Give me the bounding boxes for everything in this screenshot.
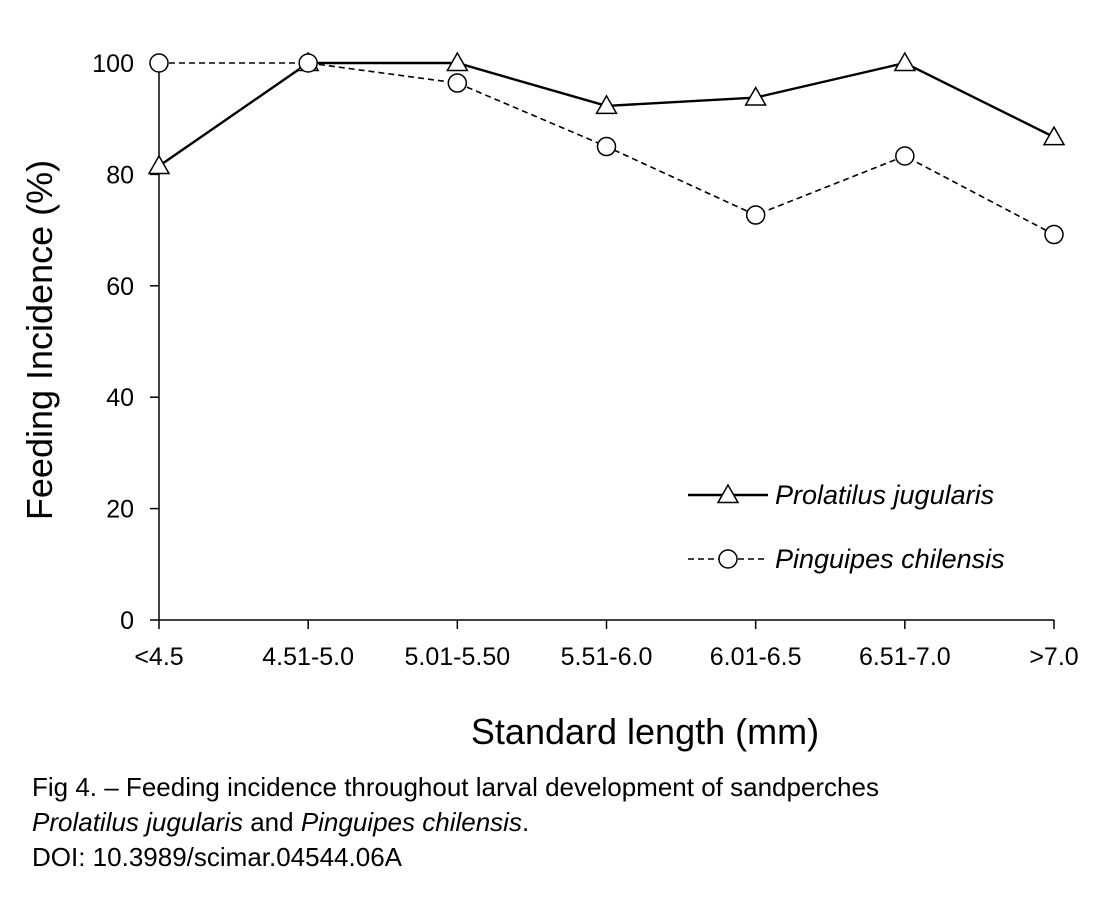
data-point-circle	[447, 73, 468, 93]
feeding-incidence-chart: 0 20 40 60 80 100 <4.5 4.51-5.0 5.01-5.50 5.51-6…	[19, 50, 1079, 752]
caption-period: .	[521, 807, 530, 837]
caption-species-2: Pinguipes chilensis	[300, 807, 522, 837]
data-point-circle	[1044, 224, 1064, 245]
legend-marker-circle	[718, 549, 738, 569]
x-tick-label: 6.01-6.5	[710, 643, 802, 671]
series-group	[147, 51, 1066, 245]
series-circle	[149, 53, 1064, 245]
legend-label: Pinguipes chilensis	[775, 544, 1005, 574]
data-point-circle	[745, 205, 766, 225]
legend: Prolatilus jugularis Pinguipes chilensis	[688, 480, 1005, 574]
x-tick-label: 5.51-6.0	[561, 643, 653, 671]
data-point-circle	[596, 136, 617, 157]
y-tick-label: 40	[106, 384, 134, 412]
y-tick-label: 0	[120, 607, 134, 635]
y-axis-title: Feeding Incidence (%)	[19, 160, 60, 520]
caption-species-1: Prolatilus jugularis	[32, 807, 243, 837]
caption-line-1: Fig 4. – Feeding incidence throughout la…	[32, 772, 879, 802]
x-tick-label: 4.51-5.0	[262, 643, 354, 671]
legend-label: Prolatilus jugularis	[775, 480, 994, 510]
x-axis-ticks: <4.5 4.51-5.0 5.01-5.50 5.51-6.0 6.01-6.5 6.5…	[134, 620, 1079, 671]
data-point-circle	[298, 53, 318, 73]
data-point-triangle	[446, 51, 469, 72]
caption-doi: DOI: 10.3989/scimar.04544.06A	[32, 842, 403, 872]
data-point-triangle	[1042, 125, 1066, 146]
figure-caption: Fig 4. – Feeding incidence throughout la…	[32, 770, 1082, 875]
y-axis-ticks: 0 20 40 60 80 100	[92, 50, 159, 635]
caption-and: and	[242, 807, 301, 837]
x-tick-label: <4.5	[134, 643, 183, 671]
y-tick-label: 80	[106, 161, 134, 189]
y-tick-label: 100	[92, 50, 134, 78]
x-axis-title: Standard length (mm)	[471, 711, 819, 752]
data-point-circle	[149, 53, 169, 73]
data-point-circle	[895, 146, 915, 166]
x-tick-label: 6.51-7.0	[859, 643, 951, 671]
caption-line-2: Prolatilus jugularis and Pinguipes chile…	[32, 805, 1082, 840]
data-point-triangle	[893, 51, 917, 72]
data-point-triangle	[744, 86, 767, 106]
y-tick-label: 60	[106, 273, 134, 301]
data-point-triangle	[147, 154, 171, 175]
x-tick-label: >7.0	[1029, 643, 1078, 671]
y-tick-label: 20	[106, 496, 134, 524]
x-tick-label: 5.01-5.50	[405, 643, 511, 671]
data-point-triangle	[595, 94, 618, 115]
legend-marker-triangle	[716, 483, 740, 504]
